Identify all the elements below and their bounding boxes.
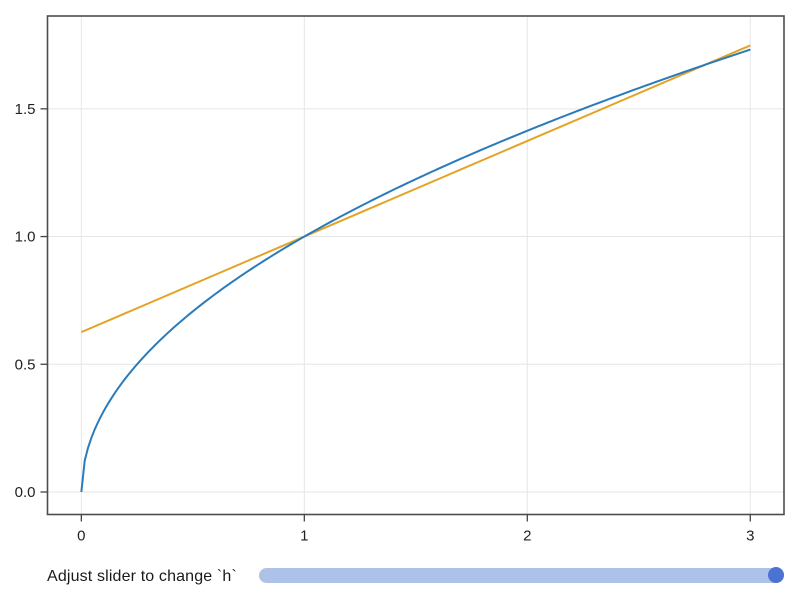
svg-text:1.5: 1.5 (15, 101, 36, 118)
svg-text:1: 1 (300, 528, 308, 545)
svg-text:0: 0 (77, 528, 85, 545)
svg-text:0.0: 0.0 (15, 484, 36, 501)
svg-text:3: 3 (746, 528, 754, 545)
svg-text:0.5: 0.5 (15, 356, 36, 373)
svg-text:2: 2 (523, 528, 531, 545)
svg-text:1.0: 1.0 (15, 229, 36, 246)
